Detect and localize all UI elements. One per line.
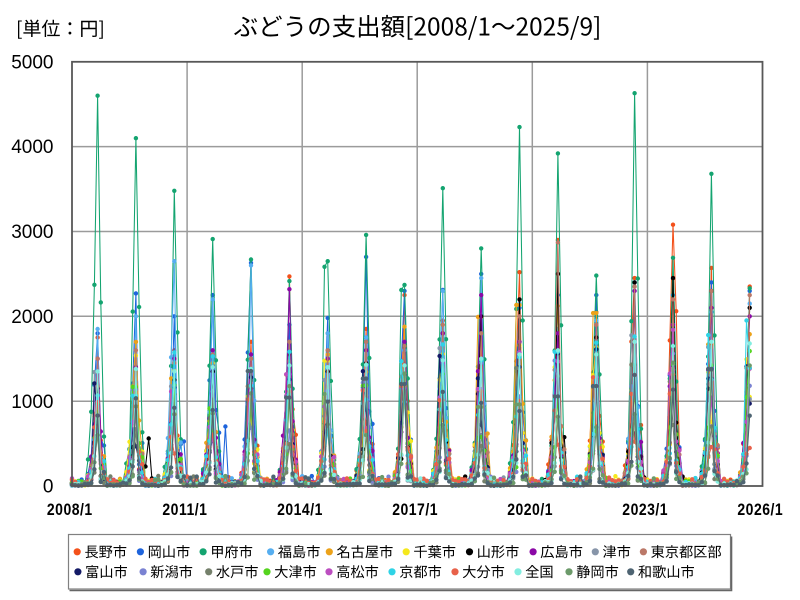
svg-text:4000: 4000 [11, 137, 53, 158]
svg-text:1000: 1000 [11, 392, 53, 413]
svg-text:2000: 2000 [11, 307, 53, 328]
svg-text:2026/1: 2026/1 [737, 501, 783, 519]
svg-text:0: 0 [43, 477, 54, 498]
svg-text:2014/1: 2014/1 [277, 501, 323, 519]
svg-text:2008/1: 2008/1 [47, 501, 93, 519]
svg-text:3000: 3000 [11, 222, 53, 243]
svg-text:2011/1: 2011/1 [162, 501, 207, 519]
svg-text:2023/1: 2023/1 [622, 501, 668, 519]
svg-text:2017/1: 2017/1 [392, 501, 438, 519]
svg-text:2020/1: 2020/1 [507, 501, 553, 519]
svg-text:5000: 5000 [11, 52, 53, 73]
